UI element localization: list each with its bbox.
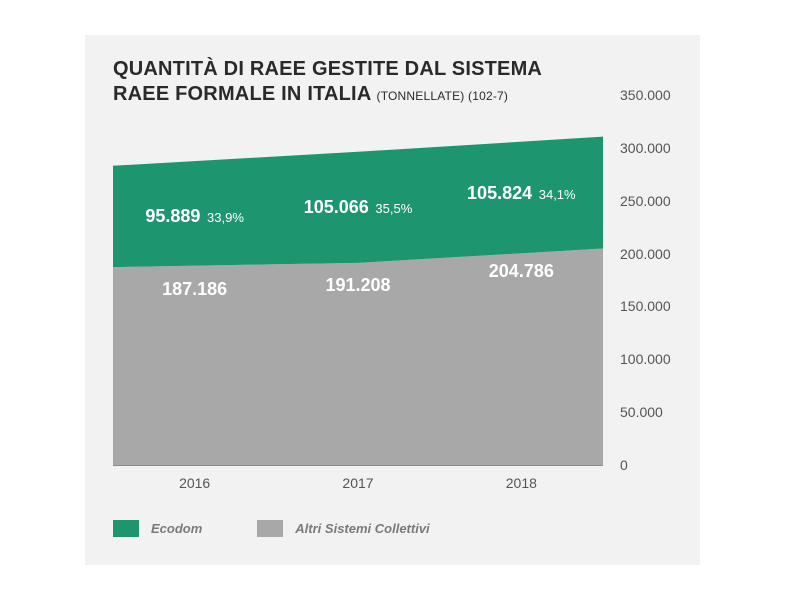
value-label-ecodom: 105.066 35,5% [304,197,413,218]
value-label-altri: 187.186 [162,279,227,300]
legend: Ecodom Altri Sistemi Collettivi [113,520,430,537]
legend-swatch-altri [257,520,283,537]
y-tick: 150.000 [620,298,680,314]
y-tick: 200.000 [620,246,680,262]
legend-item-altri: Altri Sistemi Collettivi [257,520,429,537]
x-tick: 2016 [179,475,210,491]
y-tick: 350.000 [620,87,680,103]
x-tick: 2018 [506,475,537,491]
y-tick: 250.000 [620,193,680,209]
y-tick: 0 [620,457,680,473]
value-label-ecodom: 105.824 34,1% [467,183,576,204]
y-tick: 300.000 [620,140,680,156]
title-line-1: QUANTITÀ DI RAEE GESTITE DAL SISTEMA [113,57,542,82]
value-label-ecodom: 95.889 33,9% [145,206,244,227]
legend-item-ecodom: Ecodom [113,520,202,537]
y-tick: 50.000 [620,404,680,420]
chart-canvas: QUANTITÀ DI RAEE GESTITE DAL SISTEMA RAE… [85,35,700,565]
legend-label-ecodom: Ecodom [151,521,202,536]
legend-swatch-ecodom [113,520,139,537]
y-tick: 100.000 [620,351,680,367]
value-label-altri: 204.786 [489,261,554,282]
legend-label-altri: Altri Sistemi Collettivi [295,521,429,536]
value-label-altri: 191.208 [325,275,390,296]
x-tick: 2017 [342,475,373,491]
